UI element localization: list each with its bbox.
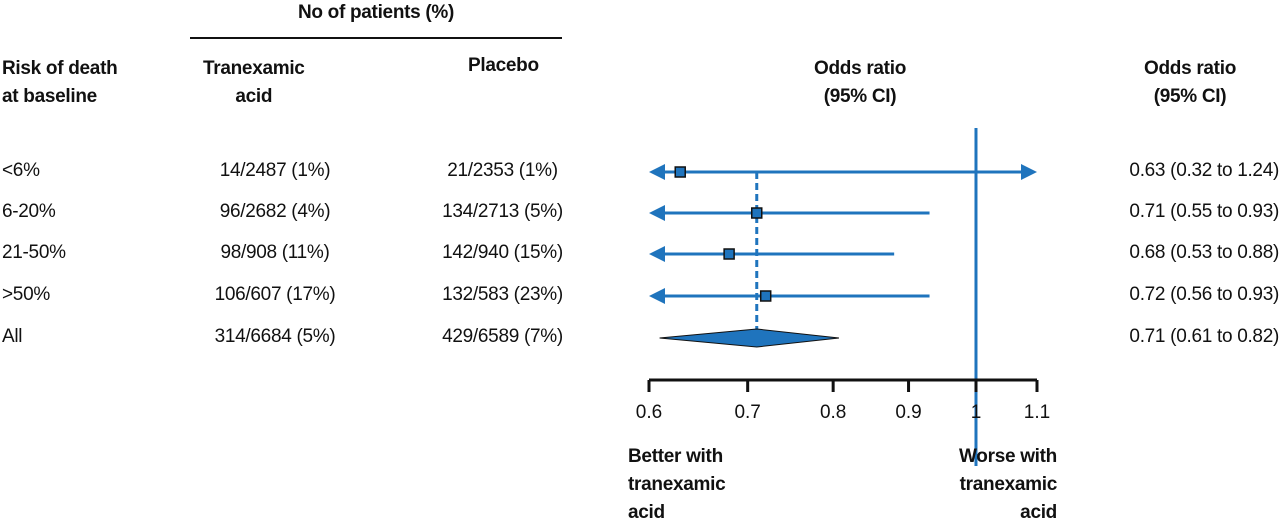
row-placebo: 21/2353 (1%) [447,160,558,181]
row-risk: >50% [2,284,50,305]
ci-arrow-right [1021,164,1037,180]
point-estimate [723,248,735,260]
row-or-text: 0.72 (0.56 to 0.93) [1129,284,1279,305]
row-treatment: 314/6684 (5%) [214,326,336,347]
x-tick-label: 1.1 [1024,402,1050,423]
row-placebo: 429/6589 (7%) [442,326,563,347]
ci-arrow-left [649,246,665,262]
x-tick-label: 0.8 [820,402,846,423]
row-treatment: 106/607 (17%) [214,284,336,305]
group-header: No of patients (%) [297,2,455,23]
col-header-treatment: Tranexamic acid [203,58,305,107]
row-treatment: 98/908 (11%) [220,242,330,263]
row-or-text: 0.71 (0.61 to 0.82) [1129,326,1279,347]
col-header-or: Odds ratio (95% CI) [1143,58,1236,107]
x-tick-label: 0.9 [895,402,921,423]
x-tick-label: 1 [971,402,982,423]
col-header-plot: Odds ratio (95% CI) [813,58,906,107]
ci-arrow-left [649,205,665,221]
group-header-rule [190,37,562,39]
point-estimate [674,166,686,178]
ci-arrow-left [649,288,665,304]
point-estimate [759,290,772,302]
col-header-risk: Risk of death at baseline [2,58,118,107]
row-placebo: 132/583 (23%) [442,284,563,305]
row-risk: 6-20% [2,201,56,222]
col-header-placebo: Placebo [468,55,539,76]
x-tick-label: 0.7 [734,402,760,423]
left-label: Better with tranexamic acid [628,446,726,523]
row-risk: 21-50% [2,242,66,263]
ci-arrow-left [649,164,665,180]
row-or-text: 0.68 (0.53 to 0.88) [1129,242,1279,263]
point-estimate [751,207,763,219]
overall-diamond [659,328,840,348]
row-treatment: 96/2682 (4%) [219,201,331,222]
row-or-text: 0.71 (0.55 to 0.93) [1129,201,1279,222]
row-risk: All [2,326,23,347]
row-or-text: 0.63 (0.32 to 1.24) [1129,160,1279,181]
right-label: Worse with tranexamic acid [959,446,1057,523]
row-placebo: 134/2713 (5%) [442,201,563,222]
row-treatment: 14/2487 (1%) [219,160,331,181]
row-placebo: 142/940 (15%) [442,242,563,263]
row-risk: <6% [2,160,40,181]
x-tick-label: 0.6 [636,402,662,423]
